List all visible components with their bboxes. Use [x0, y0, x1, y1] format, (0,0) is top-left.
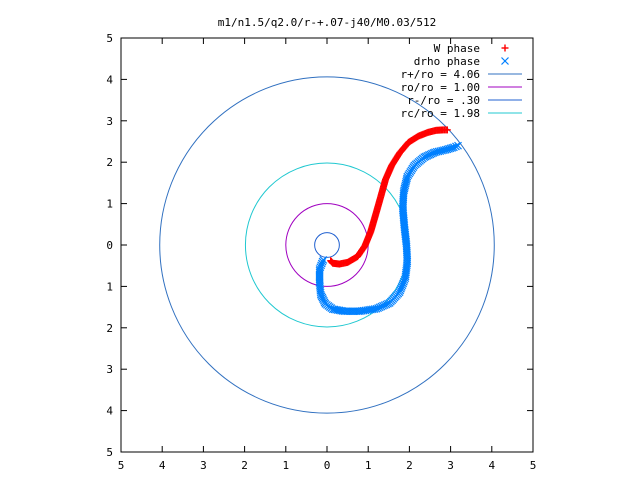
data-point	[449, 143, 458, 152]
x-tick-label: 2	[241, 459, 248, 472]
legend-marker	[501, 44, 509, 52]
y-tick-label: 0	[106, 239, 113, 252]
data-point	[454, 141, 462, 150]
reference-circle	[159, 76, 495, 414]
x-tick-label: 1	[282, 459, 289, 472]
series-w-phase	[327, 126, 451, 268]
legend-marker	[501, 57, 509, 65]
legend-label: r-/ro = .30	[407, 94, 480, 107]
data-point	[452, 142, 460, 151]
legend-label: rc/ro = 1.98	[401, 107, 480, 120]
y-tick-label: 4	[106, 405, 113, 418]
x-tick-label: 4	[159, 459, 166, 472]
legend-label: ro/ro = 1.00	[401, 81, 480, 94]
x-tick-label: 1	[365, 459, 372, 472]
legend-label: W phase	[434, 42, 480, 55]
y-tick-label: 2	[106, 322, 113, 335]
y-tick-label: 5	[106, 446, 113, 459]
reference-circle	[285, 203, 369, 287]
x-tick-label: 4	[488, 459, 495, 472]
y-tick-label: 1	[106, 280, 113, 293]
y-tick-label: 2	[106, 156, 113, 169]
reference-circle	[314, 232, 340, 258]
x-tick-label: 5	[530, 459, 537, 472]
x-tick-label: 3	[200, 459, 207, 472]
y-tick-label: 3	[106, 363, 113, 376]
x-tick-label: 2	[406, 459, 413, 472]
data-point	[443, 126, 451, 134]
x-tick-label: 3	[447, 459, 454, 472]
y-tick-label: 5	[106, 32, 113, 45]
data-series	[315, 126, 462, 316]
legend-label: r+/ro = 4.06	[401, 68, 480, 81]
y-tick-label: 1	[106, 198, 113, 211]
series-drho-phase	[315, 141, 462, 316]
chart-title: m1/n1.5/q2.0/r-+.07-j40/M0.03/512	[218, 16, 437, 29]
x-tick-label: 0	[324, 459, 331, 472]
tick-marks	[120, 37, 534, 453]
legend-label: drho phase	[414, 55, 480, 68]
y-tick-label: 3	[106, 115, 113, 128]
y-tick-label: 4	[106, 73, 113, 86]
x-tick-label: 5	[118, 459, 125, 472]
